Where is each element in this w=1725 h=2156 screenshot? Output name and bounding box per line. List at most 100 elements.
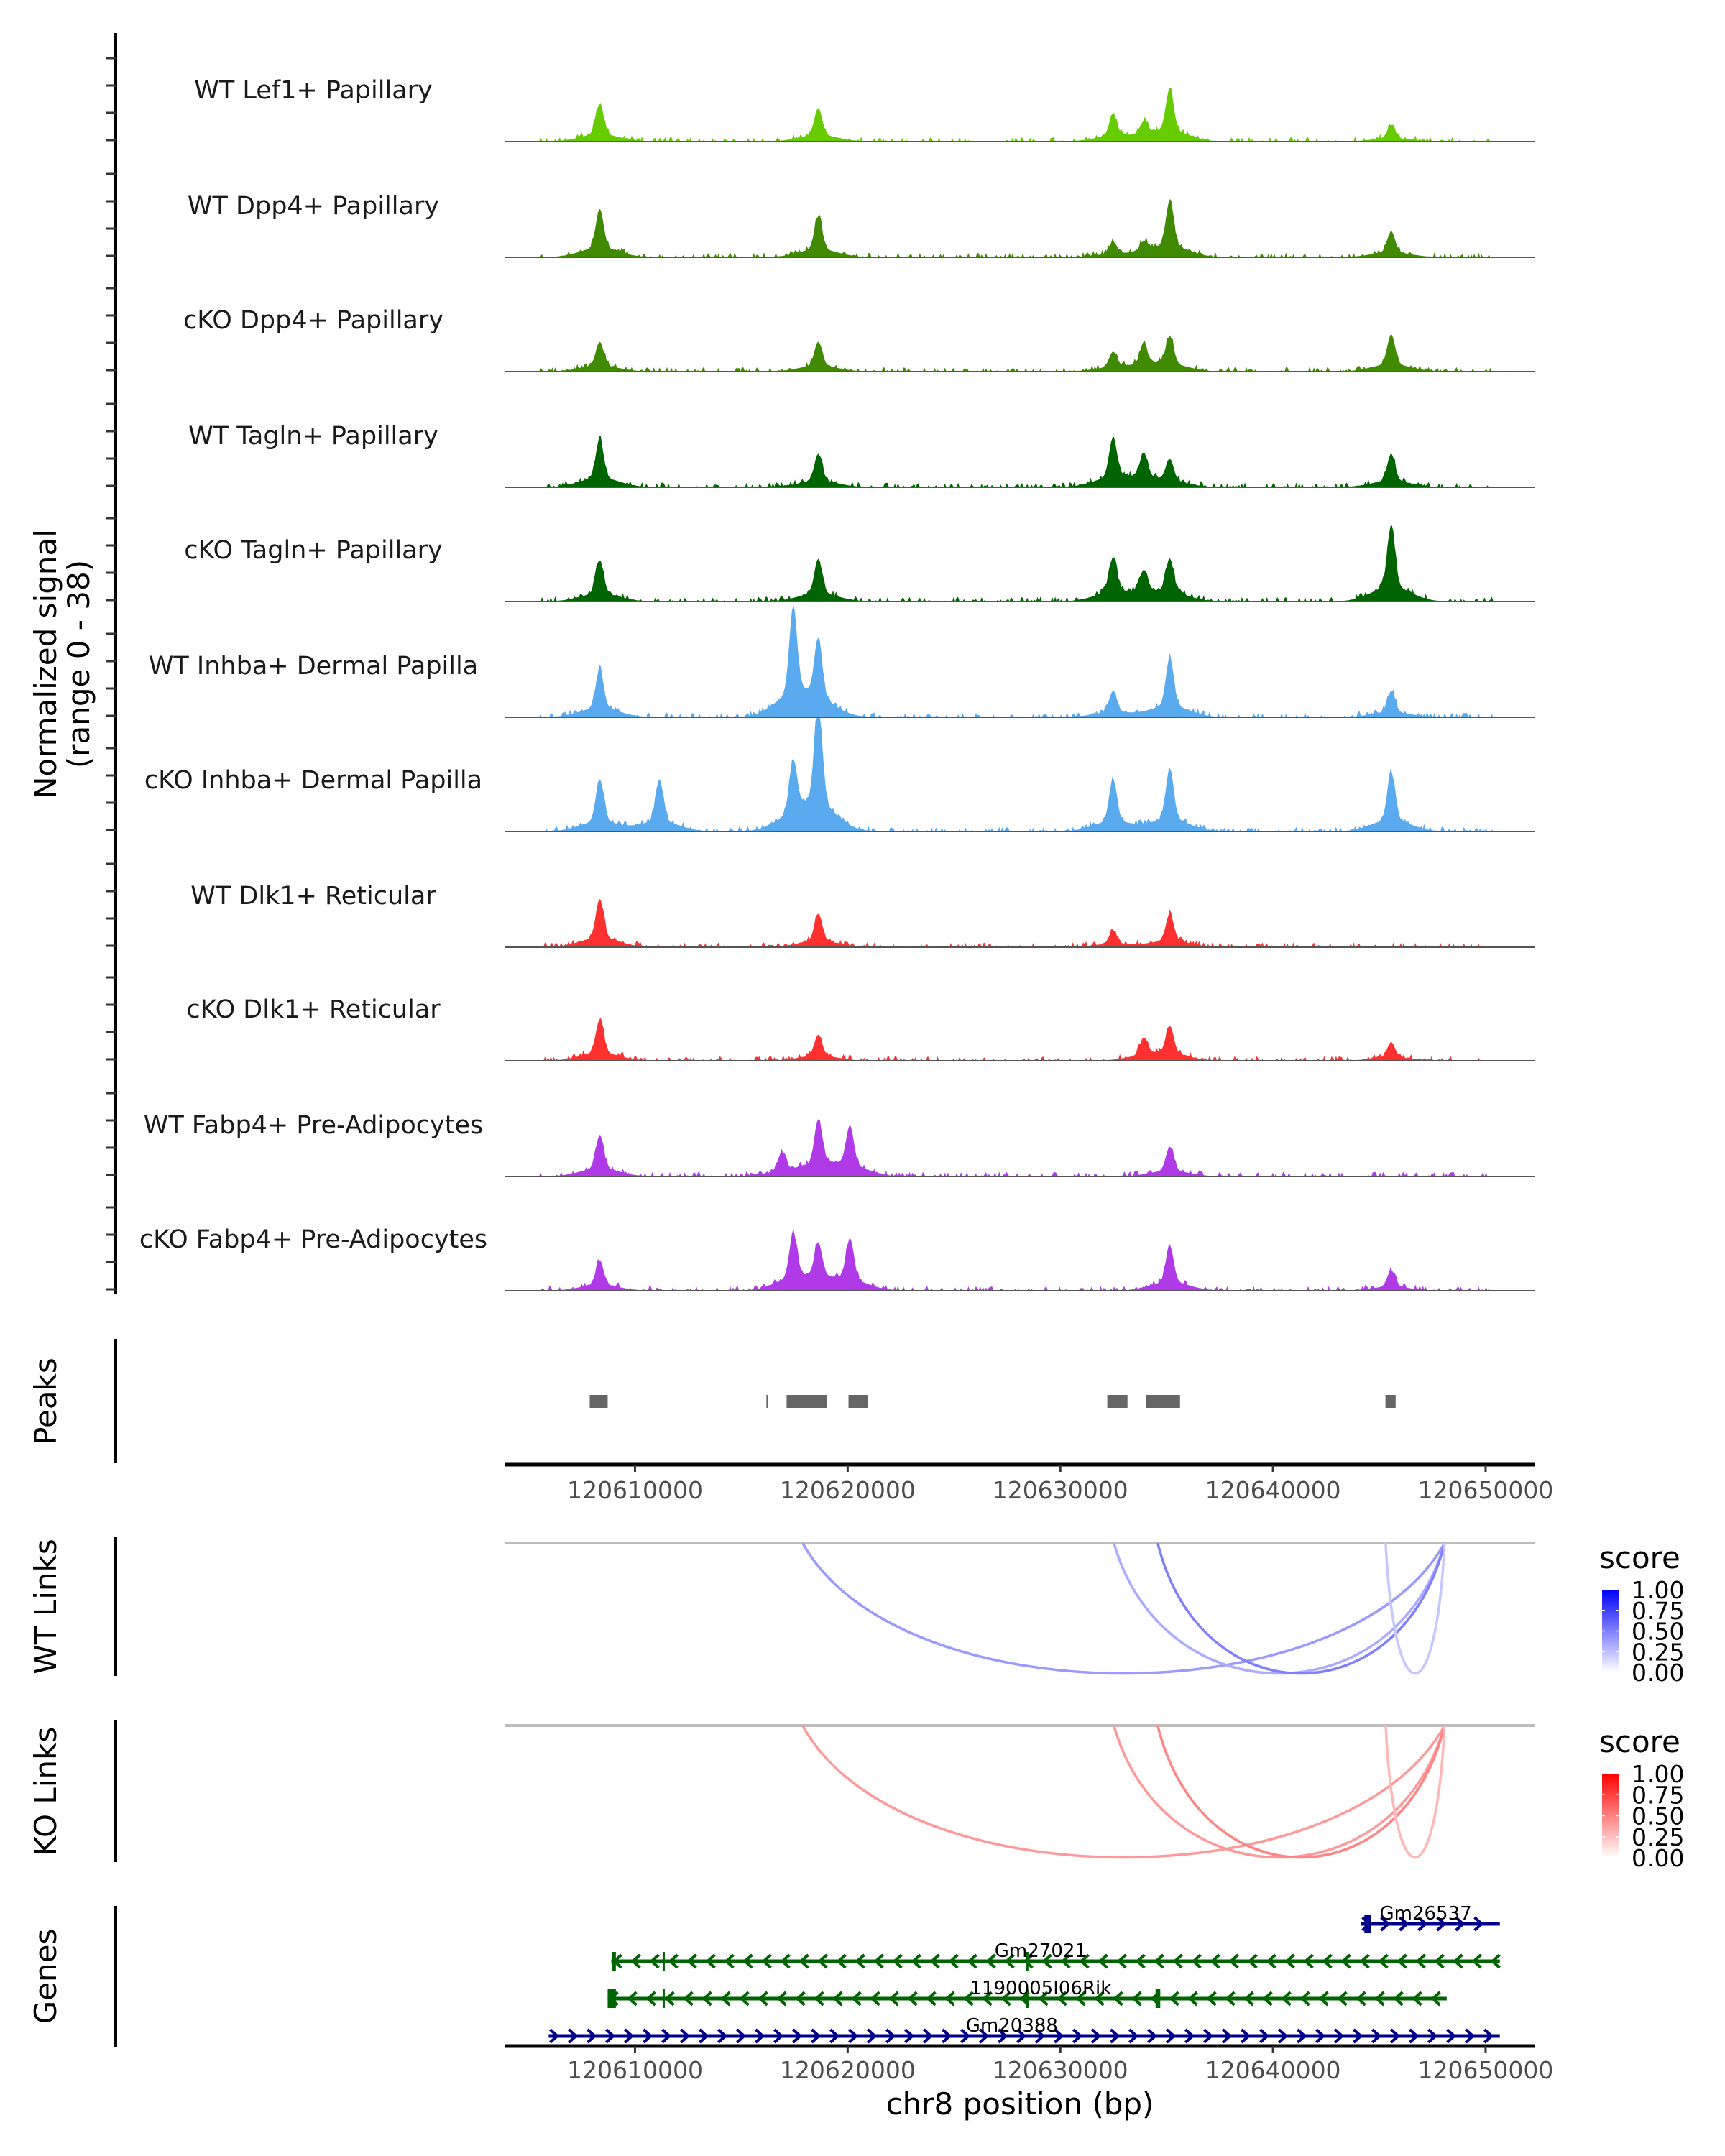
chevron-left-icon — [1247, 1953, 1258, 1969]
chevron-right-icon — [1147, 2028, 1158, 2044]
y-axis-title: Normalized signal — [28, 529, 63, 799]
coverage-track: cKO Dpp4+ Papillary — [106, 287, 1535, 372]
chevron-left-icon — [739, 1991, 750, 2007]
chevron-right-icon — [867, 2028, 878, 2044]
peak-region — [1385, 1395, 1396, 1408]
chevron-right-icon — [1473, 1916, 1484, 1932]
chevron-left-icon — [948, 1953, 959, 1969]
chevron-right-icon — [1436, 1916, 1447, 1932]
coverage-track: WT Dpp4+ Papillary — [106, 172, 1535, 258]
signal-area — [505, 1228, 1535, 1291]
chevron-right-icon — [1166, 2028, 1177, 2044]
chevron-left-icon — [1430, 1991, 1441, 2007]
gene-model: Gm20388 — [548, 2015, 1500, 2044]
legend-colorbar — [1602, 1590, 1619, 1672]
legend-title: score — [1599, 1540, 1680, 1575]
exon — [1026, 1989, 1029, 2008]
chevron-left-icon — [1490, 1953, 1501, 1969]
chevron-left-icon — [720, 1991, 731, 2007]
chevron-left-icon — [929, 1953, 940, 1969]
legend-label: 0.75 — [1632, 1597, 1684, 1625]
chevron-left-icon — [702, 1991, 712, 2007]
chevron-left-icon — [817, 1953, 828, 1969]
links-title: KO Links — [28, 1727, 63, 1856]
chevron-left-icon — [1337, 1991, 1348, 2007]
coverage-track: WT Fabp4+ Pre-Adipocytes — [106, 1092, 1535, 1177]
chevron-left-icon — [1172, 1953, 1183, 1969]
chevron-left-icon — [1041, 1953, 1052, 1969]
track-label: WT Dpp4+ Papillary — [188, 192, 439, 221]
x-axis-title: chr8 position (bp) — [886, 2086, 1154, 2122]
chevron-left-icon — [1098, 1953, 1108, 1969]
exon — [1364, 1915, 1371, 1933]
genes-panel: Genes Gm26537 Gm27021 1190005I06Rik Gm20388 1… — [28, 1903, 1553, 2084]
peak-region — [1146, 1395, 1180, 1408]
peak-region — [848, 1395, 868, 1408]
link-arc — [1384, 1725, 1446, 1859]
chevron-left-icon — [855, 1953, 865, 1969]
chevron-left-icon — [1393, 1991, 1404, 2007]
x-tick-label: 120650000 — [1417, 1476, 1553, 1504]
legend-label: 0.50 — [1632, 1618, 1684, 1646]
chevron-right-icon — [1390, 2028, 1401, 2044]
chevron-left-icon — [1359, 1953, 1370, 1969]
chevron-left-icon — [963, 1991, 974, 2007]
chevron-right-icon — [717, 2028, 728, 2044]
links-title: WT Links — [28, 1539, 63, 1674]
chevron-left-icon — [1262, 1991, 1273, 2007]
genes-title: Genes — [28, 1929, 63, 2024]
chevron-right-icon — [1409, 2028, 1420, 2044]
x-tick-label: 120630000 — [993, 1476, 1128, 1504]
chevron-right-icon — [755, 2028, 765, 2044]
chevron-left-icon — [1434, 1953, 1445, 1969]
chevron-right-icon — [1184, 2028, 1195, 2044]
chevron-right-icon — [811, 2028, 822, 2044]
chevron-left-icon — [1210, 1953, 1220, 1969]
chevron-left-icon — [907, 1991, 918, 2007]
chevron-right-icon — [1334, 2028, 1345, 2044]
chevron-left-icon — [870, 1991, 880, 2007]
legend-colorbar — [1602, 1774, 1619, 1858]
legend-label: 1.00 — [1632, 1760, 1684, 1788]
signal-area — [505, 334, 1535, 372]
chevron-left-icon — [761, 1953, 772, 1969]
coverage-track: WT Lef1+ Papillary — [106, 57, 1535, 142]
gene-label: Gm20388 — [966, 2015, 1058, 2037]
link-arc — [1113, 1725, 1446, 1859]
chevron-left-icon — [1471, 1953, 1482, 1969]
exon — [607, 1989, 616, 2008]
signal-area — [505, 88, 1535, 142]
track-label: cKO Inhba+ Dermal Papilla — [144, 766, 482, 795]
chevron-right-icon — [792, 2028, 803, 2044]
chevron-right-icon — [736, 2028, 747, 2044]
chevron-left-icon — [985, 1953, 996, 1969]
legends: score1.000.750.500.250.00score1.000.750.… — [1599, 1540, 1684, 1872]
links-panel: KO Links — [28, 1720, 1535, 1862]
legend-label: 0.25 — [1632, 1638, 1684, 1666]
legend-label: 0.25 — [1632, 1823, 1684, 1851]
signal-area — [505, 718, 1535, 831]
chevron-left-icon — [799, 1953, 809, 1969]
y-axis-subtitle: (range 0 - 38) — [61, 560, 96, 768]
exon — [662, 1989, 665, 2008]
x-tick-label: 120640000 — [1205, 1476, 1341, 1504]
chevron-right-icon — [1259, 2028, 1270, 2044]
signal-area — [505, 199, 1535, 257]
signal-area — [505, 1018, 1535, 1061]
chevron-left-icon — [1415, 1953, 1426, 1969]
chevron-right-icon — [643, 2028, 653, 2044]
signal-area — [505, 525, 1535, 602]
track-label: WT Tagln+ Papillary — [188, 422, 438, 451]
chevron-right-icon — [661, 2028, 672, 2044]
chevron-right-icon — [1035, 2028, 1046, 2044]
peaks-title: Peaks — [28, 1358, 63, 1445]
chevron-right-icon — [1054, 2028, 1064, 2044]
x-tick-label: 120610000 — [567, 2056, 703, 2084]
track-label: WT Dlk1+ Reticular — [190, 882, 436, 911]
chevron-left-icon — [851, 1991, 862, 2007]
chevron-right-icon — [1222, 2028, 1233, 2044]
track-label: WT Lef1+ Papillary — [194, 76, 433, 105]
chevron-left-icon — [982, 1991, 993, 2007]
